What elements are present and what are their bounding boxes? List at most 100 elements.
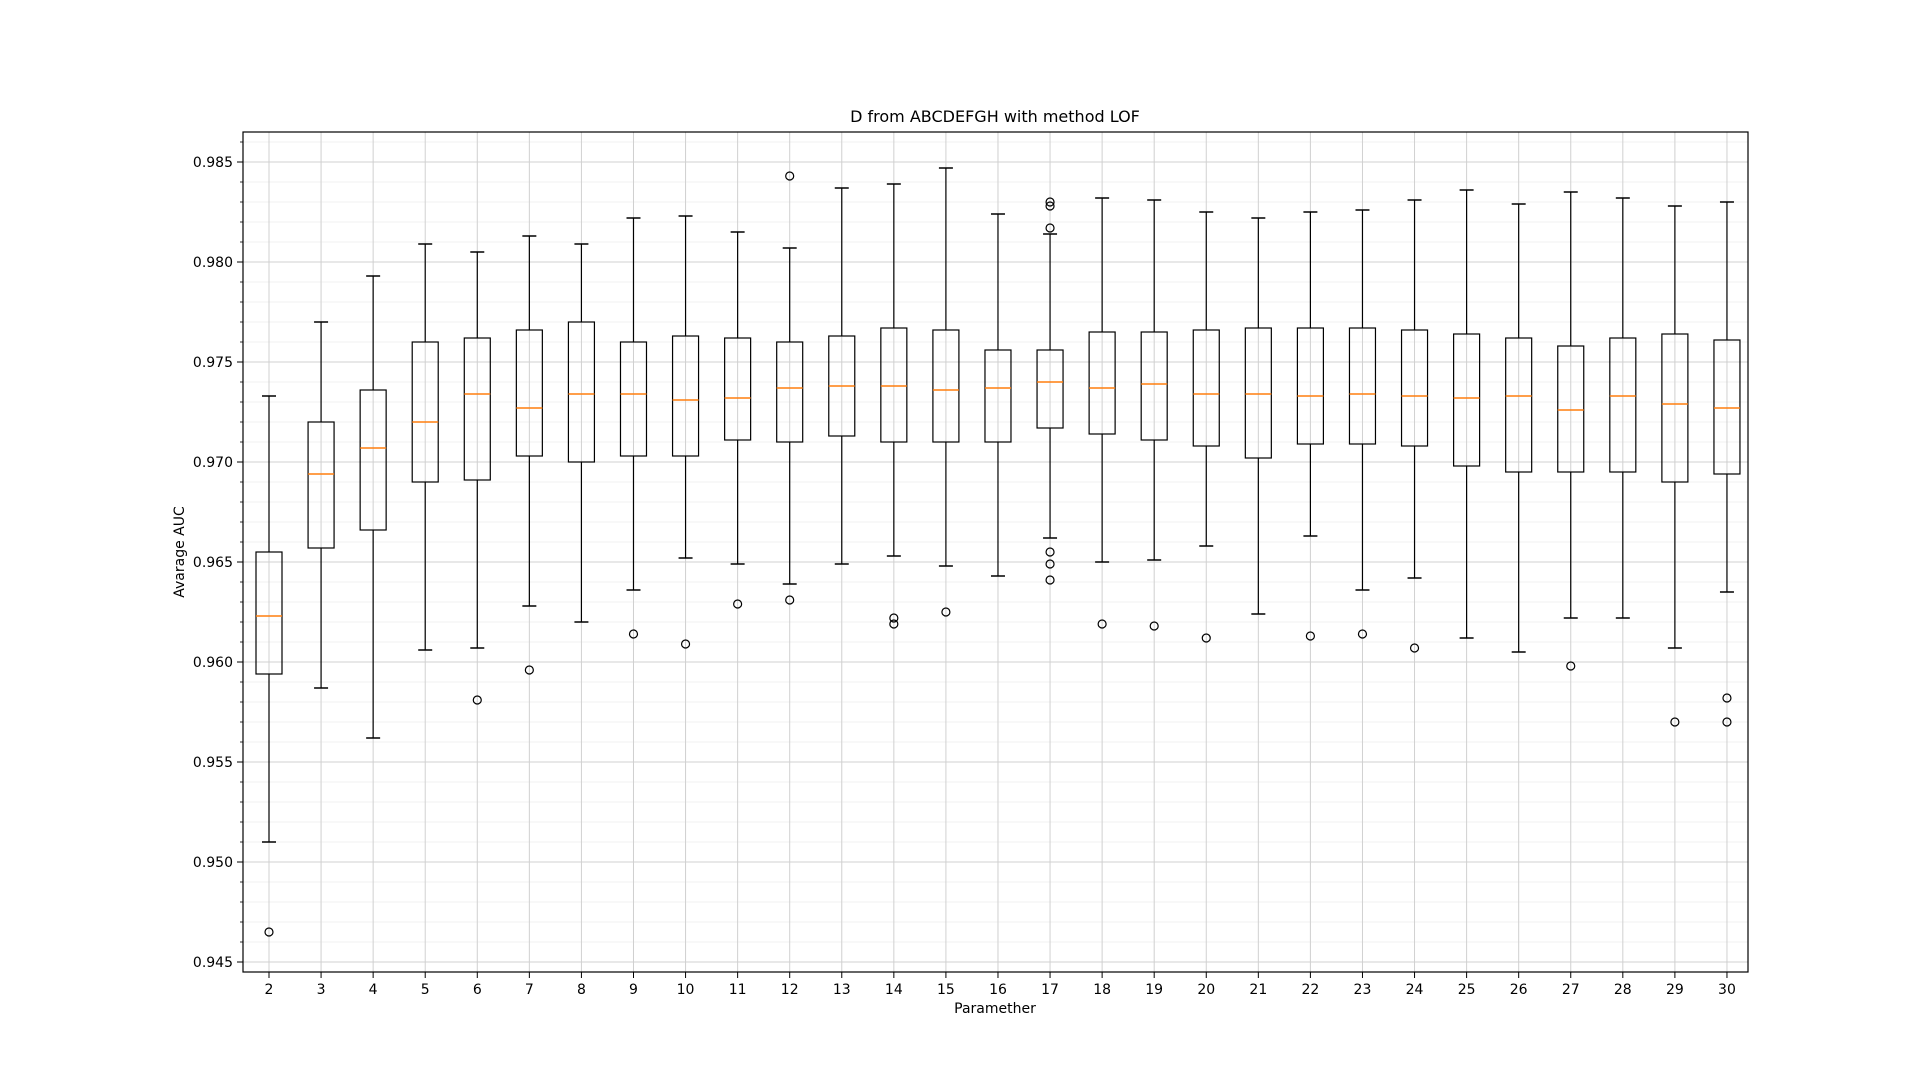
box-22	[1296, 211, 1325, 641]
iqr-box	[515, 329, 543, 457]
box-3	[307, 321, 335, 689]
plot-frame	[242, 131, 1749, 973]
outlier-point	[628, 629, 639, 639]
box-2	[255, 395, 283, 937]
box-29	[1661, 205, 1689, 727]
iqr-box	[1088, 331, 1116, 435]
y-tick-label: 0.950	[193, 855, 233, 871]
outlier-point	[1722, 717, 1732, 727]
iqr-box	[619, 341, 648, 457]
iqr-box	[671, 335, 700, 457]
iqr-box	[1713, 339, 1741, 475]
x-tick-label: 16	[989, 982, 1007, 998]
x-tick-label: 13	[833, 982, 851, 998]
box-10	[671, 215, 700, 649]
x-tick-label: 3	[317, 982, 326, 998]
x-tick-label: 24	[1406, 982, 1424, 998]
iqr-box	[307, 421, 335, 549]
x-tick-label: 8	[577, 982, 586, 998]
outlier-point	[1149, 621, 1159, 631]
iqr-box	[1609, 337, 1637, 473]
y-tick-label: 0.955	[193, 755, 233, 771]
outlier-point	[1045, 197, 1055, 207]
box-20	[1192, 211, 1220, 643]
iqr-box	[776, 341, 804, 443]
iqr-box	[1192, 329, 1220, 447]
x-tick-label: 21	[1249, 982, 1267, 998]
box-6	[463, 251, 491, 705]
outlier-point	[1045, 547, 1055, 557]
box-27	[1557, 191, 1585, 671]
x-tick-label: 2	[265, 982, 274, 998]
box-4	[359, 275, 387, 739]
box-15	[932, 167, 960, 617]
x-tick-label: 11	[729, 982, 747, 998]
iqr-box	[359, 389, 387, 531]
y-tick-label: 0.970	[193, 455, 233, 471]
x-tick-label: 9	[629, 982, 638, 998]
box-12	[776, 171, 804, 605]
x-tick-label: 26	[1510, 982, 1528, 998]
outlier-point	[733, 599, 743, 609]
x-tick-label: 18	[1093, 982, 1111, 998]
outlier-point	[785, 171, 795, 181]
box-21	[1244, 217, 1272, 615]
iqr-box	[1557, 345, 1585, 473]
iqr-box	[463, 337, 491, 481]
outlier-point	[1045, 201, 1055, 211]
outlier-point	[524, 665, 534, 675]
box-13	[828, 187, 856, 565]
outlier-point	[1357, 629, 1368, 639]
box-5	[411, 243, 439, 651]
outlier-point	[1097, 619, 1107, 629]
outlier-point	[1670, 717, 1680, 727]
y-tick-label: 0.980	[193, 255, 233, 271]
box-7	[515, 235, 543, 675]
outlier-point	[785, 595, 795, 605]
iqr-box	[567, 321, 596, 463]
box-17	[1036, 197, 1064, 585]
x-tick-label: 20	[1197, 982, 1215, 998]
outlier-point	[889, 619, 899, 629]
iqr-box	[1661, 333, 1689, 483]
x-tick-label: 14	[885, 982, 903, 998]
iqr-box	[1140, 331, 1168, 441]
iqr-box	[1348, 327, 1377, 445]
y-tick-label: 0.965	[193, 555, 233, 571]
outlier-point	[1566, 661, 1576, 671]
y-tick-label: 0.945	[193, 955, 233, 971]
box-26	[1505, 203, 1533, 653]
x-tick-label: 29	[1666, 982, 1684, 998]
box-19	[1140, 199, 1168, 631]
box-28	[1609, 197, 1637, 619]
iqr-box	[255, 551, 283, 675]
outlier-point	[1722, 693, 1732, 703]
iqr-box	[1400, 329, 1429, 447]
outlier-point	[1045, 575, 1055, 585]
box-8	[567, 243, 596, 623]
outlier-point	[1409, 643, 1420, 653]
y-tick-label: 0.985	[193, 155, 233, 171]
x-tick-label: 12	[781, 982, 799, 998]
iqr-box	[724, 337, 752, 441]
iqr-box	[1453, 333, 1481, 467]
box-23	[1348, 209, 1377, 639]
iqr-box	[1036, 349, 1064, 429]
iqr-box	[411, 341, 439, 483]
chart-title: D from ABCDEFGH with method LOF	[850, 107, 1140, 126]
x-tick-label: 22	[1301, 982, 1319, 998]
x-tick-label: 6	[473, 982, 482, 998]
box-25	[1453, 189, 1481, 639]
outlier-point	[472, 695, 482, 705]
outlier-point	[889, 613, 899, 623]
iqr-box	[1505, 337, 1533, 473]
iqr-box	[932, 329, 960, 443]
x-tick-label: 7	[525, 982, 534, 998]
box-24	[1400, 199, 1429, 653]
ticks-layer: 0.945 0.950 0.955 0.960 0.965 0.970 0.975 0.980…	[193, 141, 1736, 998]
x-tick-label: 10	[677, 982, 695, 998]
box-16	[984, 213, 1012, 577]
x-tick-label: 23	[1354, 982, 1372, 998]
